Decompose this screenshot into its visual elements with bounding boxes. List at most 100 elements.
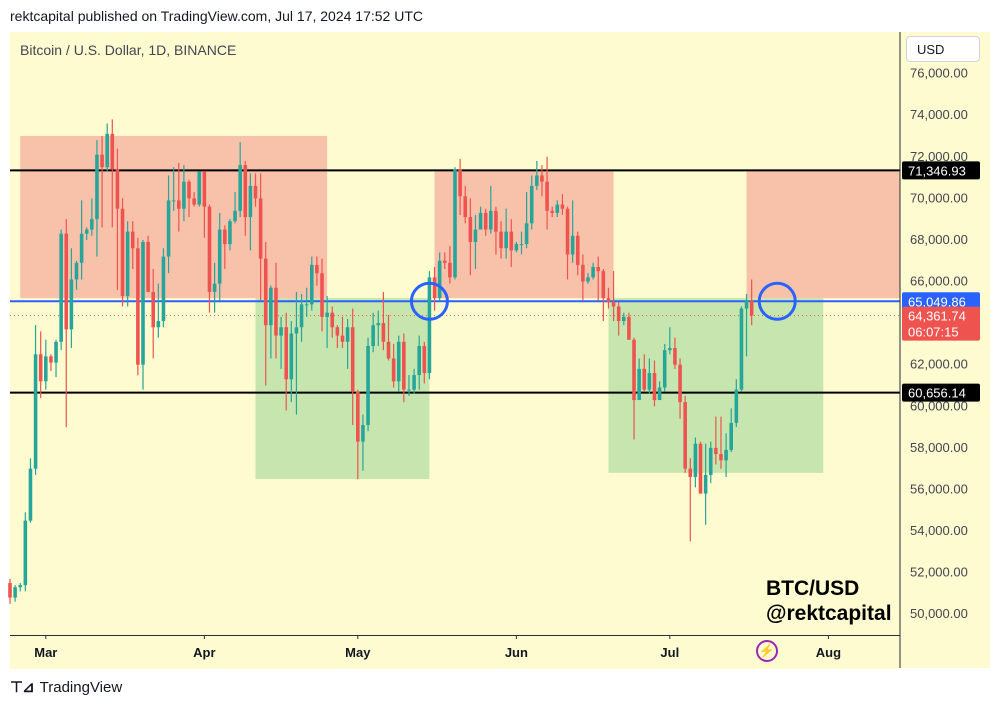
candle-body — [391, 358, 396, 382]
candle-body — [38, 354, 43, 382]
candle-body — [570, 235, 575, 255]
candle-body — [499, 231, 503, 249]
y-tick-label: 54,000.00 — [910, 523, 968, 538]
candle-body — [361, 424, 365, 442]
y-tick-label: 52,000.00 — [910, 565, 968, 580]
candle-body — [151, 291, 156, 328]
candle-body — [100, 154, 104, 168]
candle-body — [453, 169, 457, 278]
candle-body — [422, 345, 427, 374]
candle-body — [739, 308, 744, 390]
candle-body — [432, 277, 437, 299]
candlestick-chart: 50,000.00 52,000.00 54,000.00 56,000.00 58,0… — [8, 32, 980, 668]
candle-body — [529, 185, 534, 224]
retest-circle — [757, 281, 797, 321]
candle-body — [468, 217, 473, 243]
candle-body — [217, 229, 222, 284]
candle-body — [509, 231, 514, 251]
candle-body — [627, 316, 631, 340]
candle-body — [320, 273, 324, 317]
candle-body — [708, 447, 713, 475]
candle-body — [734, 389, 739, 423]
price-axis[interactable] — [900, 32, 990, 668]
candle-body — [601, 271, 606, 299]
candle-body — [473, 229, 478, 243]
candle-body — [161, 256, 166, 322]
candle-body — [120, 208, 125, 297]
candle-body — [647, 373, 652, 390]
candle-body — [668, 348, 672, 351]
candle-body — [74, 262, 79, 280]
time-axis[interactable] — [10, 635, 900, 669]
y-tick-label: 70,000.00 — [910, 190, 968, 205]
publish-header: rektcapital published on TradingView.com… — [10, 8, 423, 24]
price-tag — [902, 383, 980, 402]
candle-body — [28, 468, 33, 521]
candle-body — [248, 185, 253, 218]
candle-body — [396, 341, 401, 382]
candle-body — [545, 181, 549, 211]
candle-body — [79, 233, 84, 263]
candle-body — [535, 175, 539, 186]
lightning-icon[interactable]: ⚡ — [756, 640, 778, 662]
candle-body — [642, 368, 647, 390]
candle-body — [18, 585, 23, 588]
candle-body — [703, 474, 708, 494]
candle-body — [504, 231, 508, 249]
countdown-label: 06:07:15 — [908, 325, 959, 340]
author-watermark: BTC/USD @rektcapital — [766, 576, 892, 626]
candle-body — [171, 200, 176, 202]
candle-body — [448, 262, 452, 278]
candle-body — [402, 341, 406, 390]
y-tick-label: 66,000.00 — [910, 274, 968, 289]
candle-body — [212, 283, 217, 292]
candle-body — [749, 300, 754, 316]
candle-body — [289, 333, 294, 380]
candle-body — [458, 169, 462, 197]
candle-body — [550, 210, 554, 213]
candle-body — [279, 327, 283, 336]
candle-body — [233, 210, 237, 222]
candle-body — [110, 133, 115, 170]
candle-body — [489, 210, 493, 230]
chart-frame: 50,000.00 52,000.00 54,000.00 56,000.00 58,0… — [8, 32, 990, 669]
price-tag — [902, 161, 980, 180]
current-price-tag — [902, 306, 980, 341]
candle-body — [340, 335, 345, 342]
candle-body — [514, 244, 519, 251]
candle-body — [478, 212, 483, 230]
candle-body — [673, 348, 677, 365]
candle-body — [386, 341, 391, 359]
current-price-label: 64,361.74 — [908, 309, 966, 324]
y-tick-label: 68,000.00 — [910, 232, 968, 247]
candle-body — [560, 204, 565, 209]
candle-body — [238, 165, 242, 211]
candle-body — [156, 321, 161, 328]
candle-body — [494, 210, 498, 232]
candle-body — [182, 181, 186, 209]
candle-body — [243, 165, 248, 218]
candle-body — [125, 231, 130, 297]
currency-button[interactable]: USD — [906, 36, 980, 62]
candle-body — [591, 266, 595, 278]
candle-body — [366, 345, 370, 425]
candle-body — [197, 171, 202, 205]
candle-body — [304, 304, 309, 306]
candle-body — [105, 133, 109, 168]
candle-body — [44, 356, 48, 382]
candle-body — [744, 300, 749, 309]
candle-body — [228, 221, 232, 245]
y-tick-label: 74,000.00 — [910, 107, 968, 122]
y-tick-label: 60,000.00 — [910, 398, 968, 413]
y-tick-label: 76,000.00 — [910, 66, 968, 81]
tradingview-logo-icon: ⊤⊿ — [10, 679, 35, 696]
footer-brand-label: TradingView — [39, 678, 123, 696]
candle-body — [95, 154, 99, 220]
candle-body — [565, 208, 570, 255]
watermark-pair: BTC/USD — [766, 577, 860, 600]
candle-body — [130, 231, 135, 249]
candle-body — [299, 304, 304, 328]
candle-body — [693, 443, 698, 477]
candle-body — [284, 327, 288, 380]
candle-body — [678, 364, 682, 403]
